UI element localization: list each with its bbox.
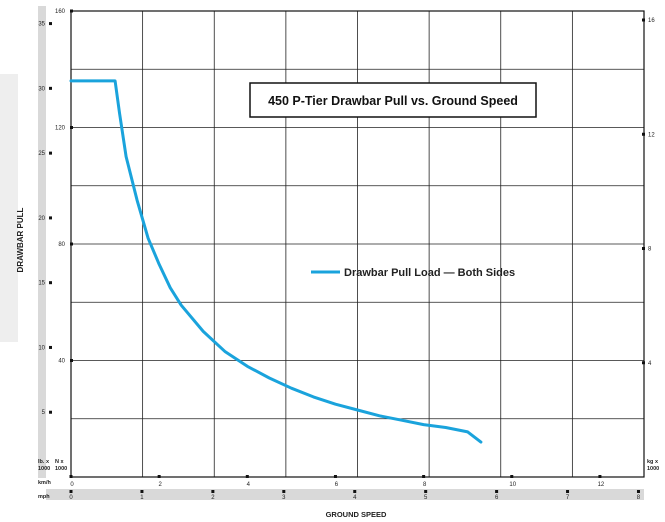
lb-unit-label-2: 1000 <box>38 466 50 472</box>
lb-tick-label: 35 <box>38 22 45 28</box>
mph-tick-label: 2 <box>211 495 215 501</box>
lb-tick-label: 20 <box>38 216 45 222</box>
kmh-tick-label: 8 <box>423 482 427 488</box>
mph-tick-mark <box>140 490 144 493</box>
chart-title: 450 P-Tier Drawbar Pull vs. Ground Speed <box>268 94 518 108</box>
legend-label: Drawbar Pull Load — Both Sides <box>344 267 515 279</box>
kg-tick-mark <box>642 361 645 365</box>
kmh-tick-mark <box>333 475 337 478</box>
n-tick-mark <box>70 126 73 129</box>
n-tick-label: 80 <box>58 242 65 248</box>
mph-tick-mark <box>495 490 499 493</box>
lb-unit-label: lb. x <box>38 459 50 465</box>
lb-tick-mark <box>49 410 52 414</box>
drawbar-pull-curve <box>69 79 483 444</box>
lb-tick-label: 25 <box>38 151 45 157</box>
n-tick-label: 120 <box>55 126 66 132</box>
kg-tick-label: 4 <box>648 361 652 367</box>
bottom-axis-band <box>46 489 644 500</box>
mph-tick-mark <box>353 490 357 493</box>
lb-tick-mark <box>49 345 52 349</box>
lb-tick-label: 30 <box>38 86 45 92</box>
n-tick-mark <box>70 359 73 362</box>
left-label-strip <box>0 74 18 342</box>
n-unit-label-2: 1000 <box>55 466 67 472</box>
kmh-tick-label: 6 <box>335 482 339 488</box>
mph-tick-label: 6 <box>495 495 499 501</box>
title-box <box>249 82 537 118</box>
mph-unit-label: mph <box>38 494 50 500</box>
lb-tick-label: 5 <box>42 410 46 416</box>
mph-tick-label: 8 <box>637 495 641 501</box>
kmh-tick-label: 4 <box>247 482 251 488</box>
mph-tick-mark <box>424 490 428 493</box>
mph-tick-label: 1 <box>140 495 144 501</box>
kmh-tick-mark <box>422 475 426 478</box>
left-axis-band <box>38 6 46 478</box>
lb-tick-mark <box>49 22 52 26</box>
n-tick-mark <box>70 242 73 246</box>
kmh-tick-mark <box>598 475 602 478</box>
x-axis-title: GROUND SPEED <box>326 510 387 519</box>
n-tick-label: 160 <box>55 9 66 15</box>
kg-tick-mark <box>642 132 645 136</box>
lb-tick-mark <box>49 281 52 285</box>
kmh-tick-mark <box>157 475 161 478</box>
n-tick-mark <box>70 9 73 13</box>
lb-tick-label: 15 <box>38 281 45 287</box>
lb-tick-label: 10 <box>38 345 45 351</box>
kmh-tick-label: 2 <box>158 482 162 488</box>
kg-tick-label: 16 <box>648 18 655 24</box>
n-tick-label: 40 <box>58 359 65 365</box>
kg-unit-label: kg x <box>647 459 659 465</box>
kg-tick-label: 8 <box>648 247 652 253</box>
n-unit-label: N x <box>55 459 65 465</box>
mph-tick-mark <box>566 490 570 493</box>
mph-tick-label: 0 <box>69 495 73 501</box>
mph-tick-mark <box>69 490 73 493</box>
mph-tick-mark <box>282 490 286 493</box>
kg-tick-mark <box>642 247 645 251</box>
lb-tick-mark <box>49 86 52 90</box>
kg-tick-mark <box>642 18 645 22</box>
lb-tick-mark <box>49 151 52 155</box>
mph-tick-mark <box>636 490 640 493</box>
y-axis-title: DRAWBAR PULL <box>16 207 25 272</box>
kg-unit-label-2: 1000 <box>647 466 659 472</box>
mph-tick-label: 7 <box>566 495 570 501</box>
mph-tick-label: 5 <box>424 495 428 501</box>
kmh-tick-mark <box>69 475 73 478</box>
kmh-tick-label: 12 <box>598 482 605 488</box>
mph-tick-label: 4 <box>353 495 357 501</box>
kmh-tick-mark <box>245 475 249 478</box>
kmh-unit-label: km/h <box>38 480 51 486</box>
kmh-tick-label: 10 <box>509 482 516 488</box>
mph-tick-label: 3 <box>282 495 286 501</box>
mph-tick-mark <box>211 490 215 493</box>
grid <box>71 11 644 477</box>
kmh-tick-mark <box>510 475 514 478</box>
lb-tick-mark <box>49 216 52 220</box>
kmh-tick-label: 0 <box>70 482 74 488</box>
kg-tick-label: 12 <box>648 132 655 138</box>
